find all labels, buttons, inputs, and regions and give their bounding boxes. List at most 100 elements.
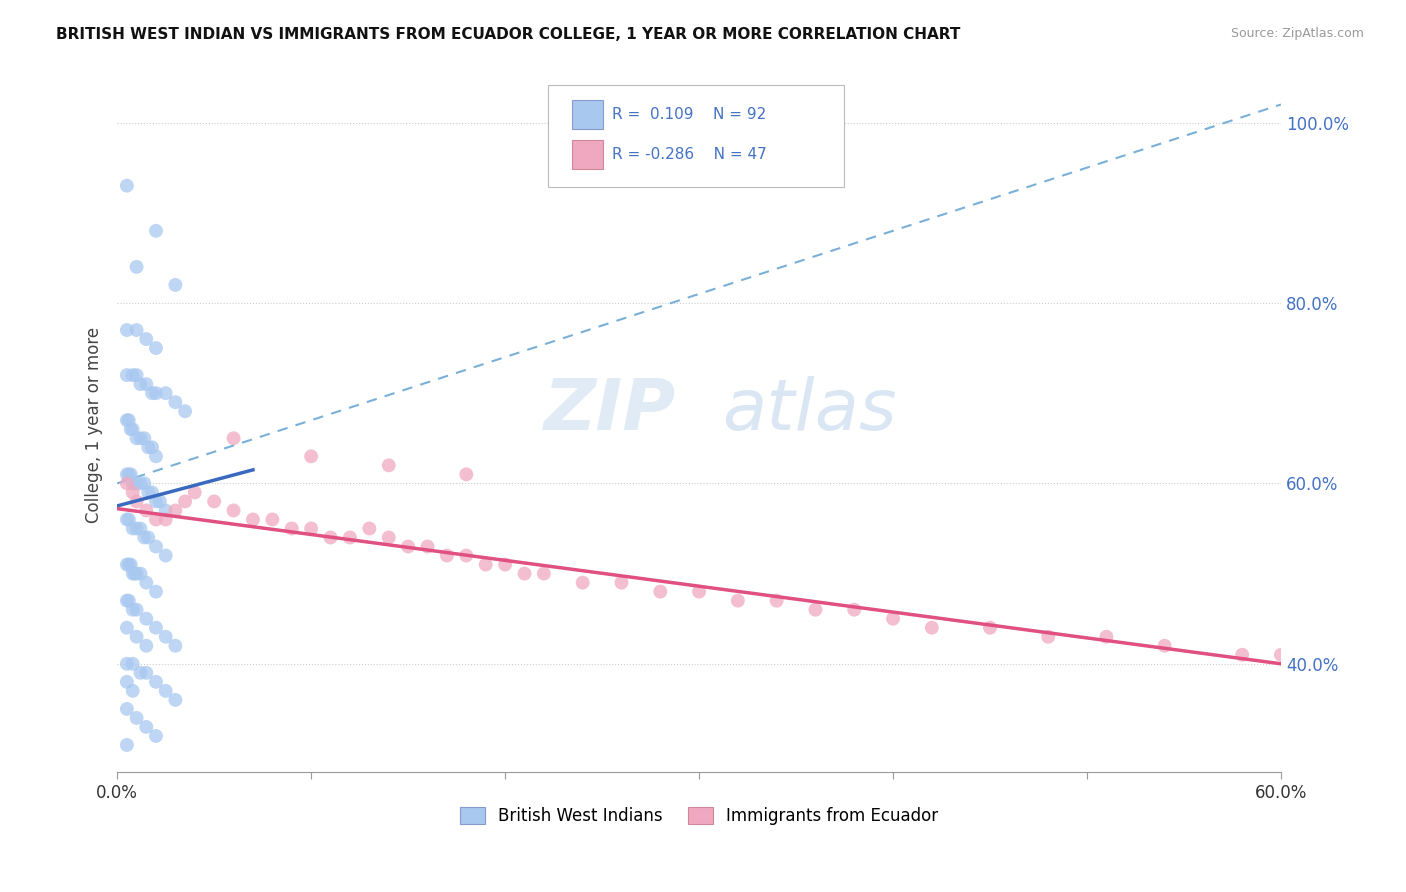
Point — [222, 431, 245, 445]
Point — [118, 413, 141, 427]
Point — [125, 602, 148, 616]
Point — [979, 621, 1001, 635]
Point — [136, 440, 159, 454]
Point — [359, 521, 381, 535]
Point — [165, 693, 187, 707]
Point — [165, 503, 187, 517]
Point — [134, 531, 156, 545]
Point — [129, 431, 152, 445]
Point — [135, 639, 157, 653]
Point — [141, 440, 163, 454]
Point — [115, 323, 138, 337]
Point — [115, 413, 138, 427]
Point — [165, 395, 187, 409]
Point — [377, 458, 399, 473]
Point — [1270, 648, 1292, 662]
Point — [222, 503, 245, 517]
Point — [494, 558, 516, 572]
Point — [115, 674, 138, 689]
Point — [174, 404, 197, 418]
Point — [125, 711, 148, 725]
Point — [456, 467, 478, 482]
Point — [135, 575, 157, 590]
Point — [650, 584, 672, 599]
Point — [135, 720, 157, 734]
Point — [115, 368, 138, 383]
Point — [125, 368, 148, 383]
Text: Source: ZipAtlas.com: Source: ZipAtlas.com — [1230, 27, 1364, 40]
Point — [125, 494, 148, 508]
Point — [125, 566, 148, 581]
Point — [804, 602, 827, 616]
Point — [121, 476, 143, 491]
Point — [115, 476, 138, 491]
Point — [135, 377, 157, 392]
Point — [319, 531, 342, 545]
Point — [129, 665, 152, 680]
Point — [118, 512, 141, 526]
Point — [416, 540, 439, 554]
Point — [202, 494, 225, 508]
Point — [125, 323, 148, 337]
Point — [145, 512, 167, 526]
Point — [125, 260, 148, 274]
Point — [533, 566, 555, 581]
Point — [115, 621, 138, 635]
Point — [115, 593, 138, 607]
Point — [145, 386, 167, 401]
Point — [129, 566, 152, 581]
Point — [125, 431, 148, 445]
Point — [688, 584, 710, 599]
Point — [124, 566, 146, 581]
Point — [145, 224, 167, 238]
Point — [121, 422, 143, 436]
Point — [921, 621, 943, 635]
Point — [165, 639, 187, 653]
Point — [155, 512, 177, 526]
Point — [125, 476, 148, 491]
Point — [396, 540, 419, 554]
Point — [115, 558, 138, 572]
Text: BRITISH WEST INDIAN VS IMMIGRANTS FROM ECUADOR COLLEGE, 1 YEAR OR MORE CORRELATI: BRITISH WEST INDIAN VS IMMIGRANTS FROM E… — [56, 27, 960, 42]
Point — [882, 612, 904, 626]
Point — [135, 332, 157, 346]
Point — [513, 566, 536, 581]
Point — [1153, 639, 1175, 653]
Text: R = -0.286    N = 47: R = -0.286 N = 47 — [612, 147, 766, 161]
Point — [115, 467, 138, 482]
Point — [118, 558, 141, 572]
Point — [436, 549, 458, 563]
Y-axis label: College, 1 year or more: College, 1 year or more — [86, 326, 103, 523]
Point — [145, 674, 167, 689]
Point — [145, 621, 167, 635]
Point — [118, 593, 141, 607]
Text: ZIP: ZIP — [544, 376, 676, 445]
Point — [456, 549, 478, 563]
Point — [155, 503, 177, 517]
Point — [145, 729, 167, 743]
Point — [129, 521, 152, 535]
Point — [136, 485, 159, 500]
Point — [155, 630, 177, 644]
Point — [129, 476, 152, 491]
Point — [844, 602, 866, 616]
Point — [121, 368, 143, 383]
Point — [727, 593, 749, 607]
Point — [118, 467, 141, 482]
Point — [339, 531, 361, 545]
Point — [135, 503, 157, 517]
Point — [141, 386, 163, 401]
Point — [299, 450, 322, 464]
Point — [145, 450, 167, 464]
Point — [121, 566, 143, 581]
Point — [141, 485, 163, 500]
Point — [136, 531, 159, 545]
Text: atlas: atlas — [723, 376, 897, 445]
Point — [1095, 630, 1118, 644]
Point — [135, 612, 157, 626]
Point — [281, 521, 304, 535]
Point — [121, 602, 143, 616]
Legend: British West Indians, Immigrants from Ecuador: British West Indians, Immigrants from Ec… — [451, 798, 946, 833]
Point — [121, 657, 143, 671]
Point — [120, 422, 142, 436]
